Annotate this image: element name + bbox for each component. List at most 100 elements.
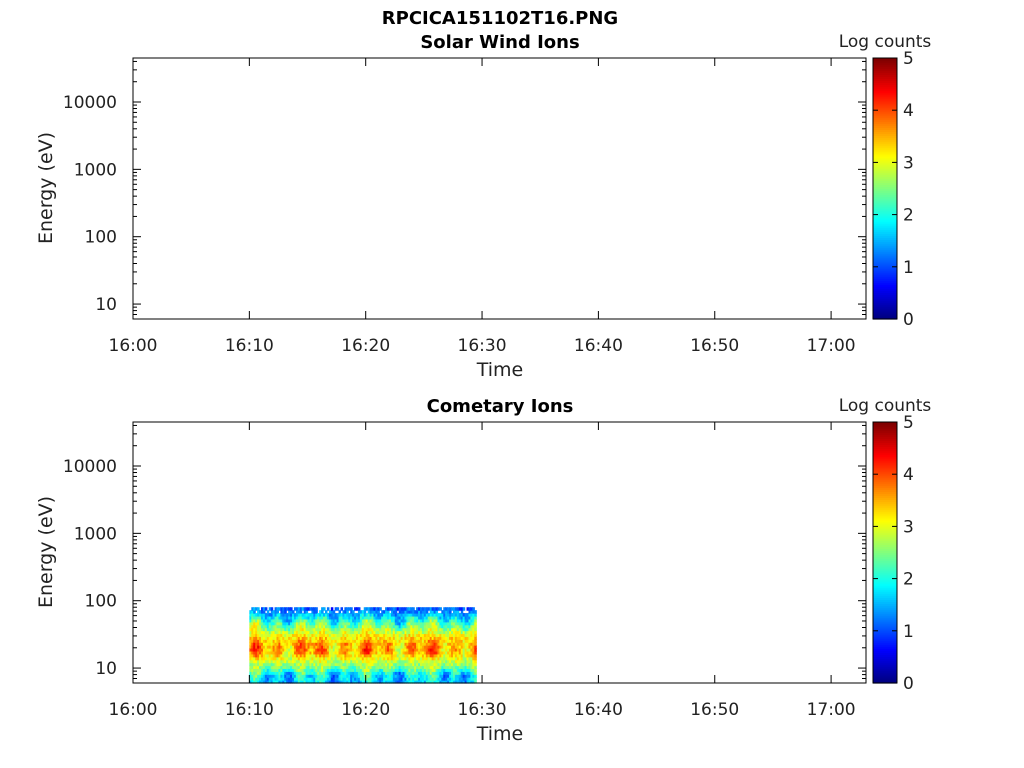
spectrogram-cell (404, 639, 408, 643)
spectrogram-cell (369, 610, 373, 614)
spectrogram-cell (387, 677, 390, 681)
spectrogram-cell (439, 668, 442, 672)
spectrogram-cell (383, 639, 386, 643)
spectrogram-cell (293, 627, 297, 632)
spectrogram-cell (270, 613, 274, 617)
spectrogram-cell (264, 615, 268, 620)
spectrogram-cell (249, 662, 252, 667)
spectrogram-cell (295, 636, 299, 640)
spectrogram-cell (416, 677, 419, 681)
spectrogram-cell (381, 615, 384, 620)
spectrogram-cell (276, 610, 280, 614)
spectrogram-cell (350, 677, 353, 681)
spectrogram-cell (361, 615, 365, 620)
spectrogram-cell (282, 613, 285, 617)
spectrogram-cell (350, 662, 353, 667)
spectrogram-cell (363, 680, 367, 684)
spectrogram-cell (305, 668, 309, 672)
spectrogram-cell (276, 613, 280, 617)
spectrogram-cell (274, 642, 278, 646)
spectrogram-cell (427, 662, 431, 667)
spectrogram-cell (402, 624, 406, 629)
spectrogram-cell (321, 656, 324, 661)
spectrogram-cell (410, 659, 413, 664)
spectrogram-cell (421, 665, 425, 670)
spectrogram-cell (385, 621, 388, 626)
spectrogram-cell (338, 645, 342, 649)
spectrogram-cell (460, 668, 464, 672)
spectrogram-cell (348, 642, 351, 646)
spectrogram-cell (392, 633, 396, 637)
spectrogram-cell (332, 648, 336, 652)
spectrogram-cell (262, 648, 266, 652)
colorbar-swatch (873, 208, 897, 212)
spectrogram-cell (452, 630, 456, 635)
spectrogram-cell (260, 627, 264, 632)
colorbar-swatch (873, 436, 897, 439)
x-tick-label: 16:00 (109, 336, 158, 356)
spectrogram-cell (272, 624, 276, 629)
spectrogram-cell (280, 613, 283, 617)
spectrogram-cell (264, 662, 268, 667)
spectrogram-cell (350, 650, 353, 655)
spectrogram-cell (474, 653, 477, 658)
spectrogram-cell (412, 618, 415, 623)
colorbar-swatch (873, 434, 897, 437)
colorbar-swatch (873, 493, 897, 497)
spectrogram-cell (334, 639, 338, 643)
spectrogram-cell (274, 648, 278, 652)
spectrogram-cell (328, 659, 332, 664)
spectrogram-cell (253, 607, 256, 611)
colorbar-swatch (873, 597, 897, 600)
spectrogram-cell (315, 618, 318, 623)
spectrogram-cell (276, 665, 280, 670)
spectrogram-cell (412, 615, 415, 620)
spectrogram-cell (414, 636, 417, 640)
spectrogram-cell (253, 613, 256, 617)
spectrogram-cell (441, 615, 444, 620)
spectrogram-cell (340, 607, 344, 611)
spectrogram-cell (348, 659, 351, 664)
spectrogram-cell (340, 677, 344, 681)
spectrogram-cell (313, 621, 316, 626)
spectrogram-cell (270, 627, 274, 632)
spectrogram-cell (286, 639, 289, 643)
colorbar-swatch (873, 186, 897, 190)
spectrogram-cell (253, 653, 256, 658)
colorbar-swatch (873, 495, 897, 499)
spectrogram-cell (255, 642, 258, 646)
spectrogram-cell (437, 659, 440, 664)
colorbar-swatch (873, 235, 897, 239)
spectrogram-cell (249, 668, 252, 672)
spectrogram-cell (418, 624, 421, 629)
spectrogram-cell (350, 680, 353, 684)
spectrogram-cell (323, 668, 326, 672)
spectrogram-cell (348, 607, 351, 611)
spectrogram-cell (268, 613, 272, 617)
spectrogram-cell (418, 645, 421, 649)
spectrogram-cell (402, 645, 406, 649)
spectrogram-cell (462, 624, 466, 629)
spectrogram-cell (315, 656, 318, 661)
spectrogram-cell (272, 645, 276, 649)
spectrogram-cell (330, 645, 334, 649)
spectrogram-cell (383, 610, 386, 614)
spectrogram-cell (371, 639, 375, 643)
spectrogram-cell (431, 668, 435, 672)
spectrogram-cell (371, 645, 375, 649)
spectrogram-cell (456, 636, 460, 640)
spectrogram-cell (381, 648, 384, 652)
x-tick-label: 16:30 (458, 336, 507, 356)
spectrogram-area (249, 607, 477, 684)
spectrogram-cell (255, 613, 258, 617)
spectrogram-cell (456, 671, 460, 675)
spectrogram-cell (474, 636, 477, 640)
spectrogram-cell (324, 659, 328, 664)
spectrogram-cell (416, 653, 419, 658)
spectrogram-cell (451, 656, 454, 661)
spectrogram-cell (468, 613, 472, 617)
spectrogram-cell (257, 642, 260, 646)
spectrogram-cell (429, 668, 433, 672)
spectrogram-cell (369, 630, 373, 635)
spectrogram-cell (419, 656, 423, 661)
